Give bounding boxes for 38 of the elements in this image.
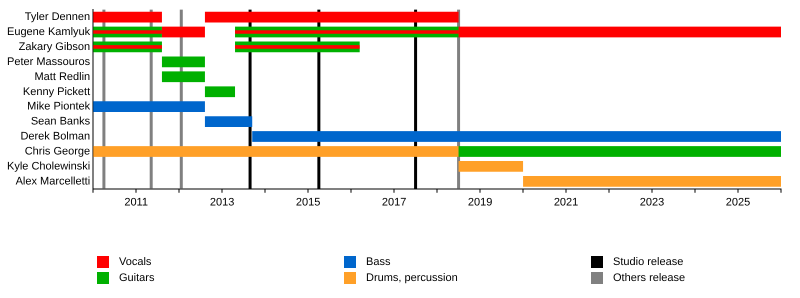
bar bbox=[162, 71, 205, 82]
y-tick-label: Sean Banks bbox=[30, 116, 91, 128]
bar bbox=[458, 161, 524, 172]
y-tick-label: Mike Piontek bbox=[27, 100, 91, 113]
bar bbox=[204, 12, 459, 22]
legend-label: Studio release bbox=[613, 256, 684, 268]
x-tick-label: 2013 bbox=[210, 196, 234, 208]
bar bbox=[93, 146, 459, 157]
bar bbox=[458, 146, 781, 157]
legend-label: Guitars bbox=[119, 272, 154, 284]
bar bbox=[252, 131, 781, 142]
legend-label: Drums, percussion bbox=[366, 272, 458, 284]
y-tick-label: Zakary Gibson bbox=[18, 40, 90, 53]
x-tick-label: 2017 bbox=[382, 196, 406, 208]
x-tick-label: 2011 bbox=[124, 196, 148, 208]
y-tick-label: Tyler Dennen bbox=[24, 11, 90, 24]
y-tick-label: Chris George bbox=[24, 146, 90, 158]
x-tick-label: 2021 bbox=[554, 196, 578, 208]
bar bbox=[93, 101, 205, 112]
legend-label: Bass bbox=[366, 256, 390, 268]
y-tick-label: Kenny Pickett bbox=[22, 86, 90, 98]
y-tick-label: Peter Massouros bbox=[7, 56, 91, 68]
bar bbox=[162, 56, 205, 68]
x-tick-label: 2025 bbox=[726, 196, 750, 208]
legend-label: Vocals bbox=[119, 256, 152, 268]
bar bbox=[204, 116, 252, 127]
y-tick-label: Alex Marcelletti bbox=[16, 175, 90, 188]
y-tick-label: Matt Redlin bbox=[34, 70, 90, 83]
y-tick-label: Derek Bolman bbox=[20, 130, 90, 143]
bar bbox=[204, 86, 236, 98]
legend-label: Others release bbox=[613, 272, 686, 284]
x-tick-label: 2019 bbox=[468, 196, 492, 208]
bar bbox=[523, 176, 781, 187]
bar bbox=[93, 45, 162, 49]
y-tick-label: Eugene Kamlyuk bbox=[6, 26, 91, 38]
y-tick-label: Kyle Cholewinski bbox=[7, 160, 90, 172]
x-tick-label: 2015 bbox=[296, 196, 320, 208]
x-tick-label: 2023 bbox=[640, 196, 664, 208]
